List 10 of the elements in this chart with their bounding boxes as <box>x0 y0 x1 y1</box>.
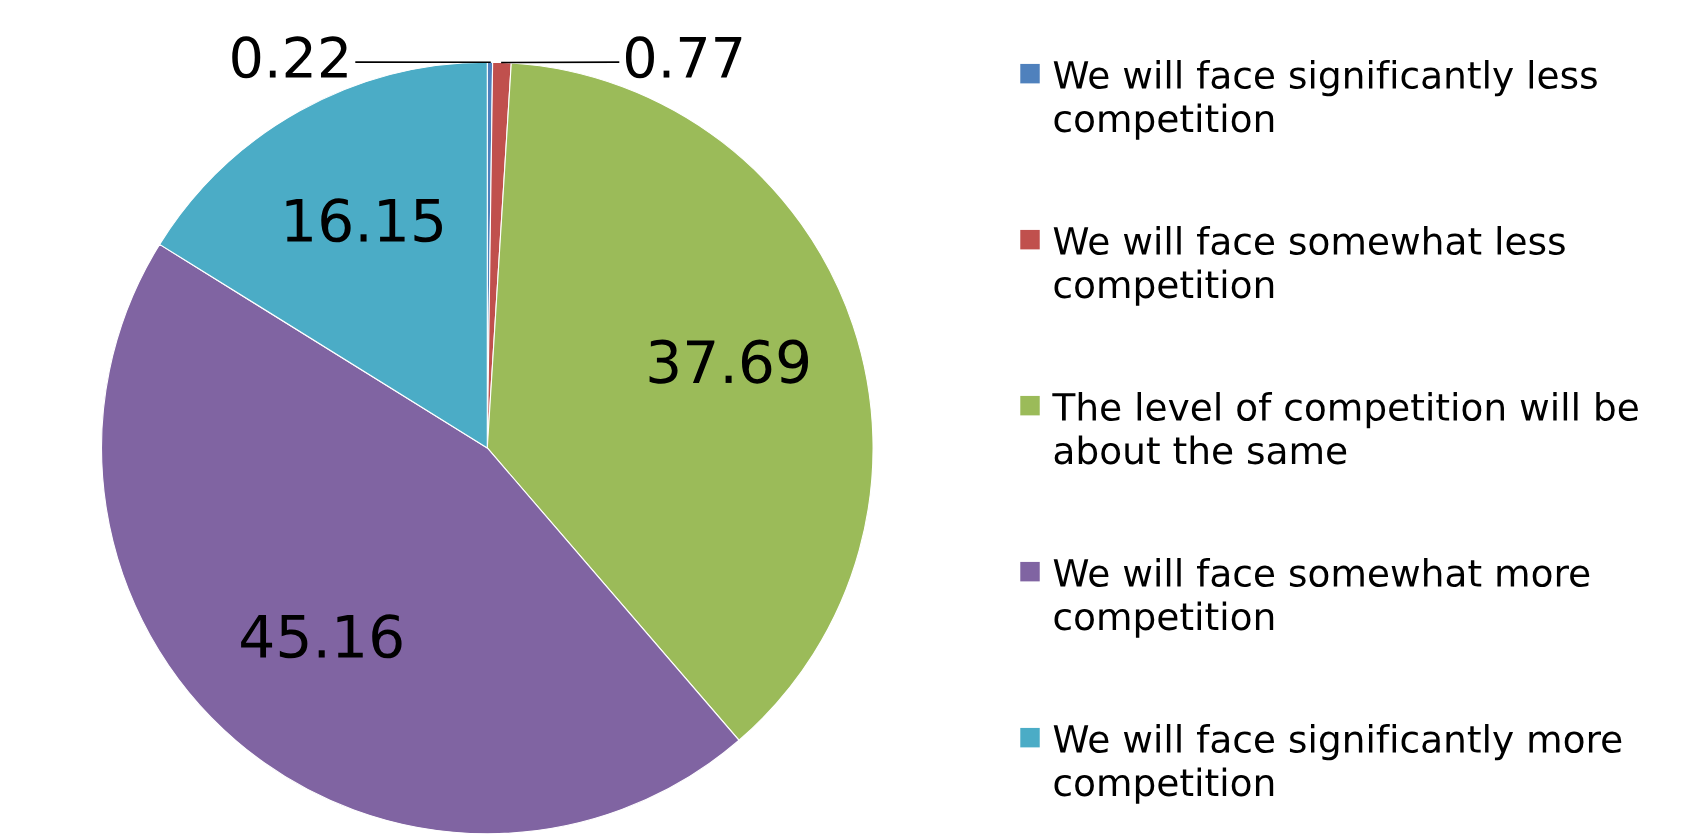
data-label: 16.15 <box>286 198 442 243</box>
data-label: 0.77 <box>625 36 742 79</box>
data-label: 0.22 <box>232 36 347 79</box>
data-label: 45.16 <box>241 614 402 659</box>
legend-label: We will face significantly more competition <box>1053 724 1622 804</box>
legend-label: The level of competition will be about the same <box>1052 392 1638 465</box>
legend-label: We will face somewhat more competition <box>1053 558 1590 638</box>
legend-label: We will face somewhat less competition <box>1053 226 1565 306</box>
data-label: 37.69 <box>649 339 809 384</box>
legend-label: We will face significantly less competition <box>1053 60 1597 140</box>
